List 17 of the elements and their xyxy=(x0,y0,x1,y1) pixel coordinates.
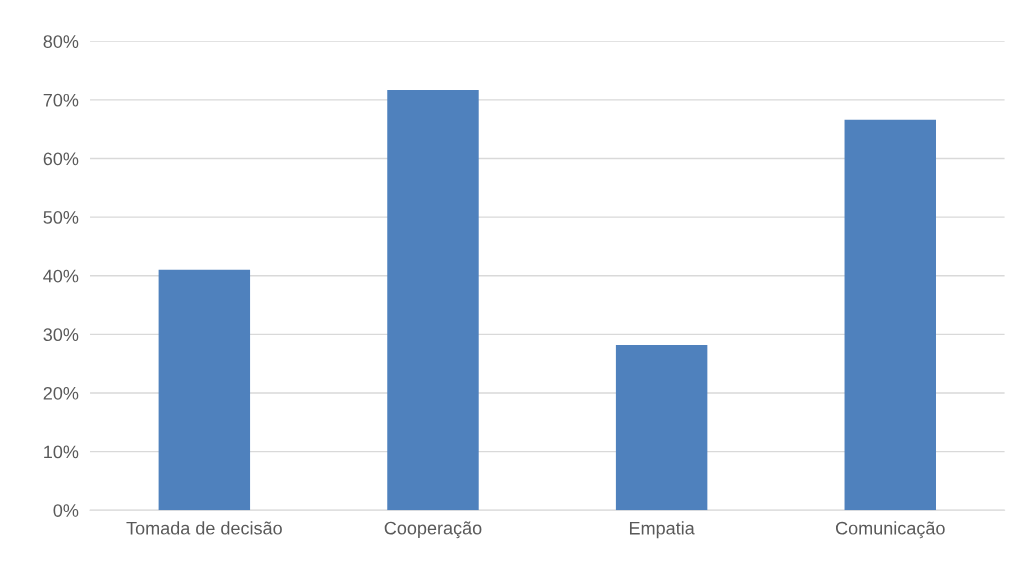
y-tick-label: 40% xyxy=(43,269,79,283)
y-tick-label: 0% xyxy=(53,504,79,517)
bar xyxy=(615,344,708,511)
y-tick-label: 70% xyxy=(43,93,79,107)
x-tick-label: Empatia xyxy=(629,521,695,539)
y-tick-label: 60% xyxy=(43,152,79,166)
x-tick-label: Comunicação xyxy=(835,521,945,539)
y-tick-label: 80% xyxy=(43,35,79,48)
bar xyxy=(387,89,479,511)
x-tick-label: Cooperação xyxy=(384,521,482,539)
x-tick-label: Tomada de decisão xyxy=(126,521,282,535)
y-tick-label: 20% xyxy=(43,386,79,400)
y-tick-label: 30% xyxy=(43,328,79,342)
y-tick-label: 10% xyxy=(44,445,79,459)
bar xyxy=(844,119,936,511)
bar xyxy=(158,269,251,511)
y-tick-label: 50% xyxy=(43,211,79,224)
